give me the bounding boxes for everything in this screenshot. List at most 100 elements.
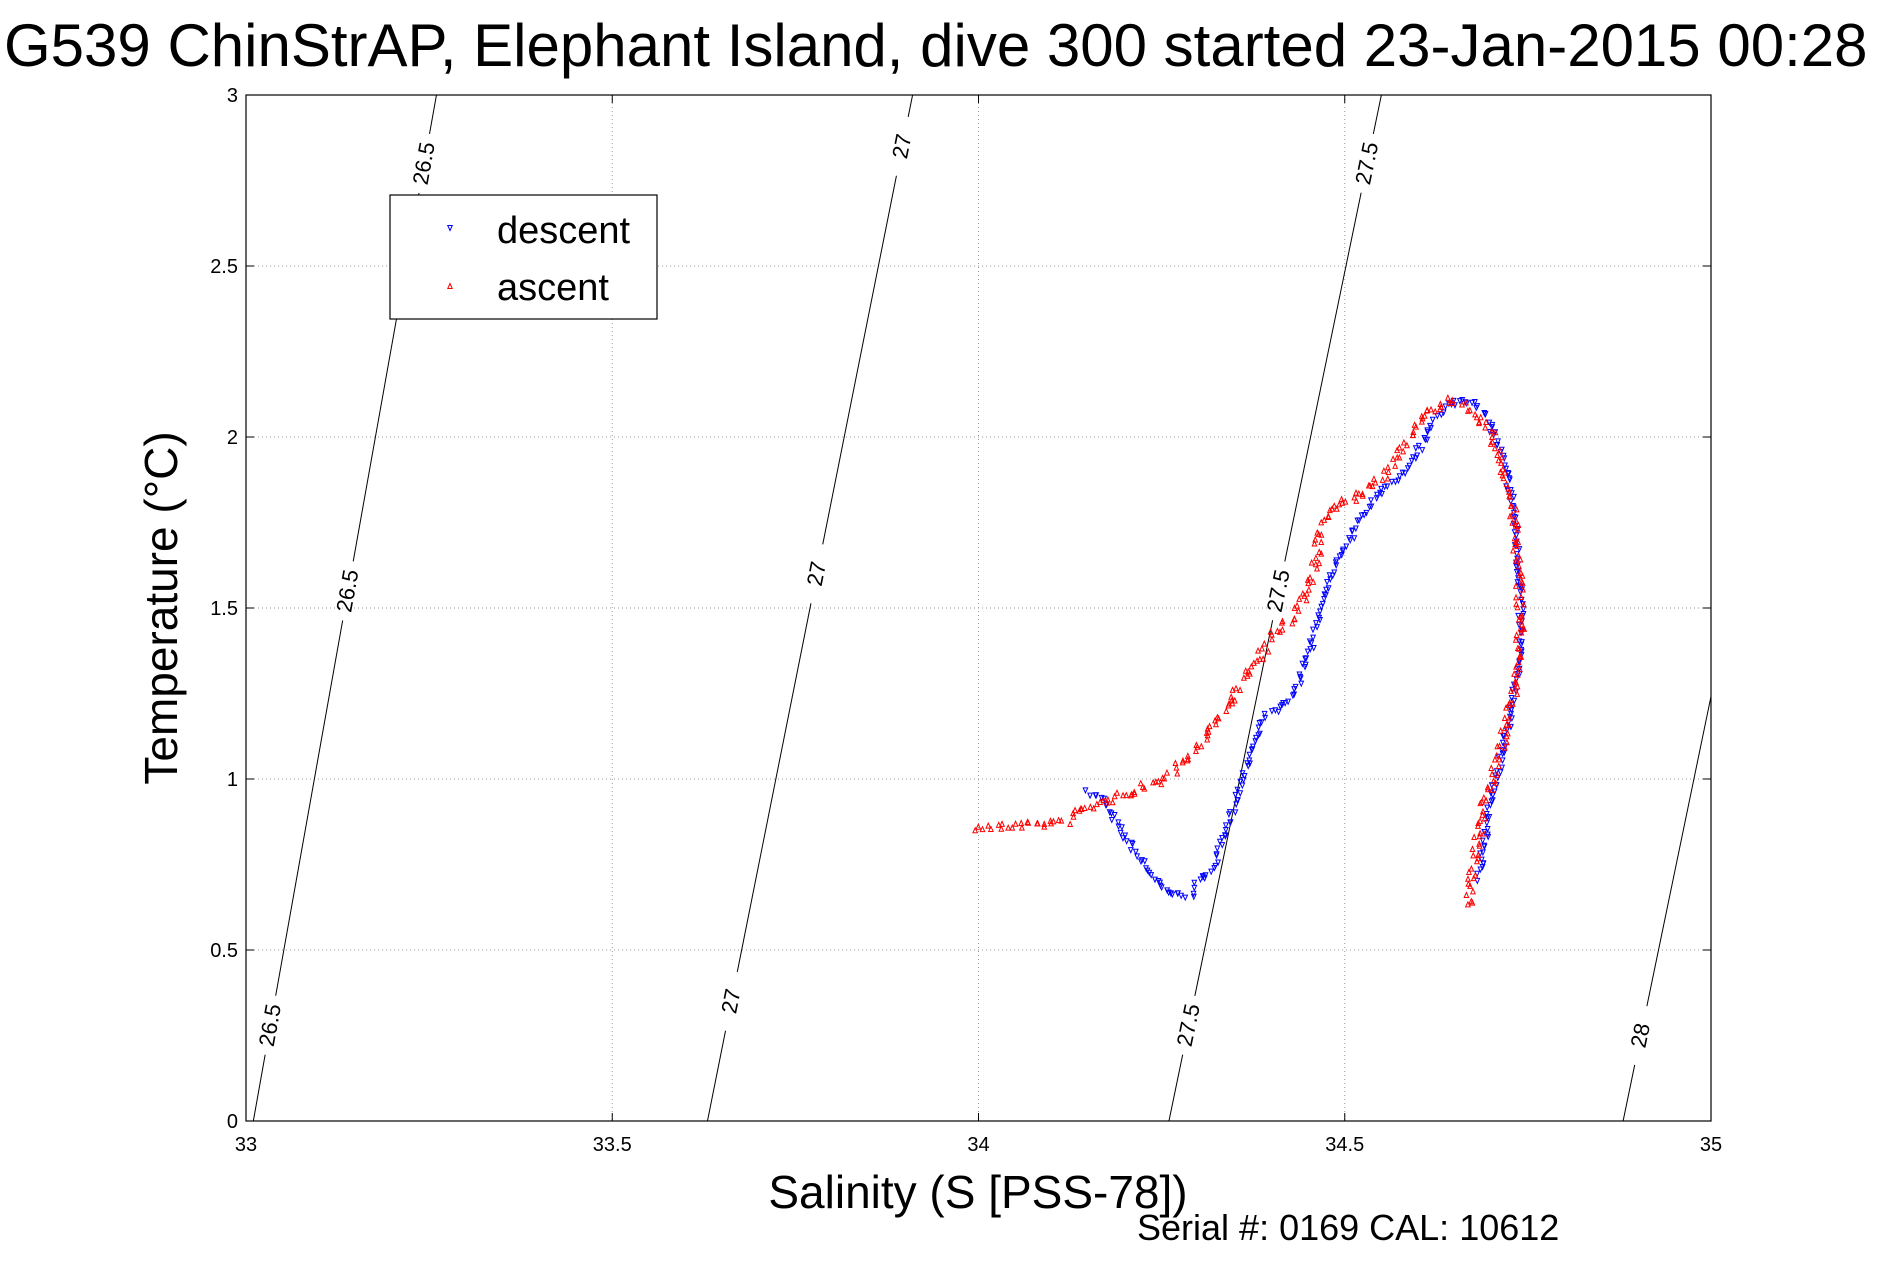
ascent-point xyxy=(1303,596,1310,604)
legend-marker-ascent xyxy=(446,282,454,289)
ascent-point xyxy=(1515,658,1522,666)
ascent-point xyxy=(1097,798,1104,805)
ascent-point xyxy=(1513,662,1520,670)
descent-point xyxy=(1115,823,1122,831)
ascent-point xyxy=(1494,451,1501,459)
ascent-point xyxy=(1495,456,1502,464)
ascent-point xyxy=(1488,764,1495,771)
ascent-point xyxy=(995,821,1002,828)
ascent-point xyxy=(1490,777,1497,785)
descent-point xyxy=(1307,646,1314,653)
ascent-point xyxy=(1305,579,1312,587)
ascent-point xyxy=(1137,779,1144,787)
descent-point xyxy=(1302,661,1309,669)
ascent-point xyxy=(1503,721,1510,728)
descent-point xyxy=(1351,535,1358,543)
descent-point xyxy=(1318,603,1325,611)
descent-point xyxy=(1358,512,1365,520)
density-contour-line xyxy=(1194,620,1274,996)
ascent-point xyxy=(1055,816,1062,824)
ascent-point xyxy=(979,825,986,833)
descent-point xyxy=(1486,428,1493,436)
grid xyxy=(246,95,1711,1121)
ascent-point xyxy=(1390,455,1397,462)
descent-point xyxy=(1505,470,1512,478)
descent-point xyxy=(1471,399,1478,406)
ascent-point xyxy=(1318,538,1325,546)
ascent-point xyxy=(1518,593,1525,600)
ascent-point xyxy=(1470,851,1477,859)
descent-point xyxy=(1421,435,1428,442)
descent-point xyxy=(1246,751,1253,759)
ascent-point xyxy=(1291,614,1298,622)
ascent-point xyxy=(1205,728,1212,735)
ascent-point xyxy=(999,820,1006,827)
descent-point xyxy=(1512,559,1520,567)
ascent-point xyxy=(1372,478,1379,486)
ascent-point xyxy=(1489,770,1496,778)
descent-point xyxy=(1378,485,1385,493)
ascent-point xyxy=(1067,820,1074,828)
descent-point xyxy=(1157,879,1164,887)
ascent-point xyxy=(1214,713,1221,721)
ascent-point xyxy=(1289,619,1296,627)
x-tick-label: 33 xyxy=(235,1134,257,1156)
ascent-point xyxy=(1212,720,1219,728)
descent-point xyxy=(1515,567,1522,575)
ascent-point xyxy=(1421,412,1428,419)
legend: descent ascent xyxy=(389,194,658,320)
ascent-point xyxy=(1081,804,1088,811)
ascent-point xyxy=(1325,513,1332,521)
ascent-point xyxy=(1495,762,1502,770)
descent-point xyxy=(1478,856,1485,864)
y-tick-label: 1 xyxy=(227,769,238,791)
descent-point xyxy=(1249,743,1256,751)
ascent-point xyxy=(1512,677,1519,685)
ascent-point xyxy=(1499,465,1506,473)
descent-point xyxy=(1484,814,1491,822)
descent-point xyxy=(1516,546,1523,553)
ascent-point xyxy=(1470,874,1477,882)
descent-point xyxy=(1507,723,1514,731)
ascent-point xyxy=(1041,820,1048,827)
ascent-point xyxy=(1193,741,1200,748)
density-contour-label: 27 xyxy=(887,132,916,161)
ascent-point xyxy=(1465,868,1472,875)
ascent-point xyxy=(1509,519,1516,526)
descent-point xyxy=(1368,503,1375,511)
ascent-point xyxy=(1501,724,1508,732)
density-contour-label: 27 xyxy=(802,559,831,588)
ascent-point xyxy=(1242,667,1249,674)
ascent-point xyxy=(1237,686,1244,693)
ascent-point xyxy=(1226,699,1233,707)
ascent-point xyxy=(1403,441,1410,449)
descent-point xyxy=(1312,620,1320,627)
ascent-point xyxy=(1179,756,1186,764)
descent-point xyxy=(1321,591,1328,599)
descent-point xyxy=(1513,568,1520,576)
descent-point xyxy=(1440,409,1447,417)
ascent-point xyxy=(1484,783,1491,791)
ascent-point xyxy=(1489,786,1496,793)
descent-point xyxy=(1239,770,1246,777)
descent-point xyxy=(1268,708,1275,715)
ascent-point xyxy=(1491,444,1498,452)
ascent-point xyxy=(1458,400,1466,408)
ascent-point xyxy=(1479,811,1486,818)
descent-point xyxy=(1352,525,1359,533)
density-contour-line xyxy=(1622,1064,1636,1121)
ascent-point xyxy=(1380,466,1387,474)
ascent-point xyxy=(1310,578,1317,585)
descent-point xyxy=(1481,842,1488,850)
ascent-point xyxy=(1070,809,1077,817)
descent-point xyxy=(1442,403,1449,411)
ascent-point xyxy=(1342,497,1349,505)
ascent-point xyxy=(1449,396,1456,404)
descent-point xyxy=(1363,509,1370,517)
descent-point xyxy=(1479,837,1486,845)
descent-point xyxy=(1137,858,1144,866)
descent-point xyxy=(1310,634,1317,642)
descent-point xyxy=(1292,683,1299,691)
descent-point xyxy=(1219,842,1226,849)
